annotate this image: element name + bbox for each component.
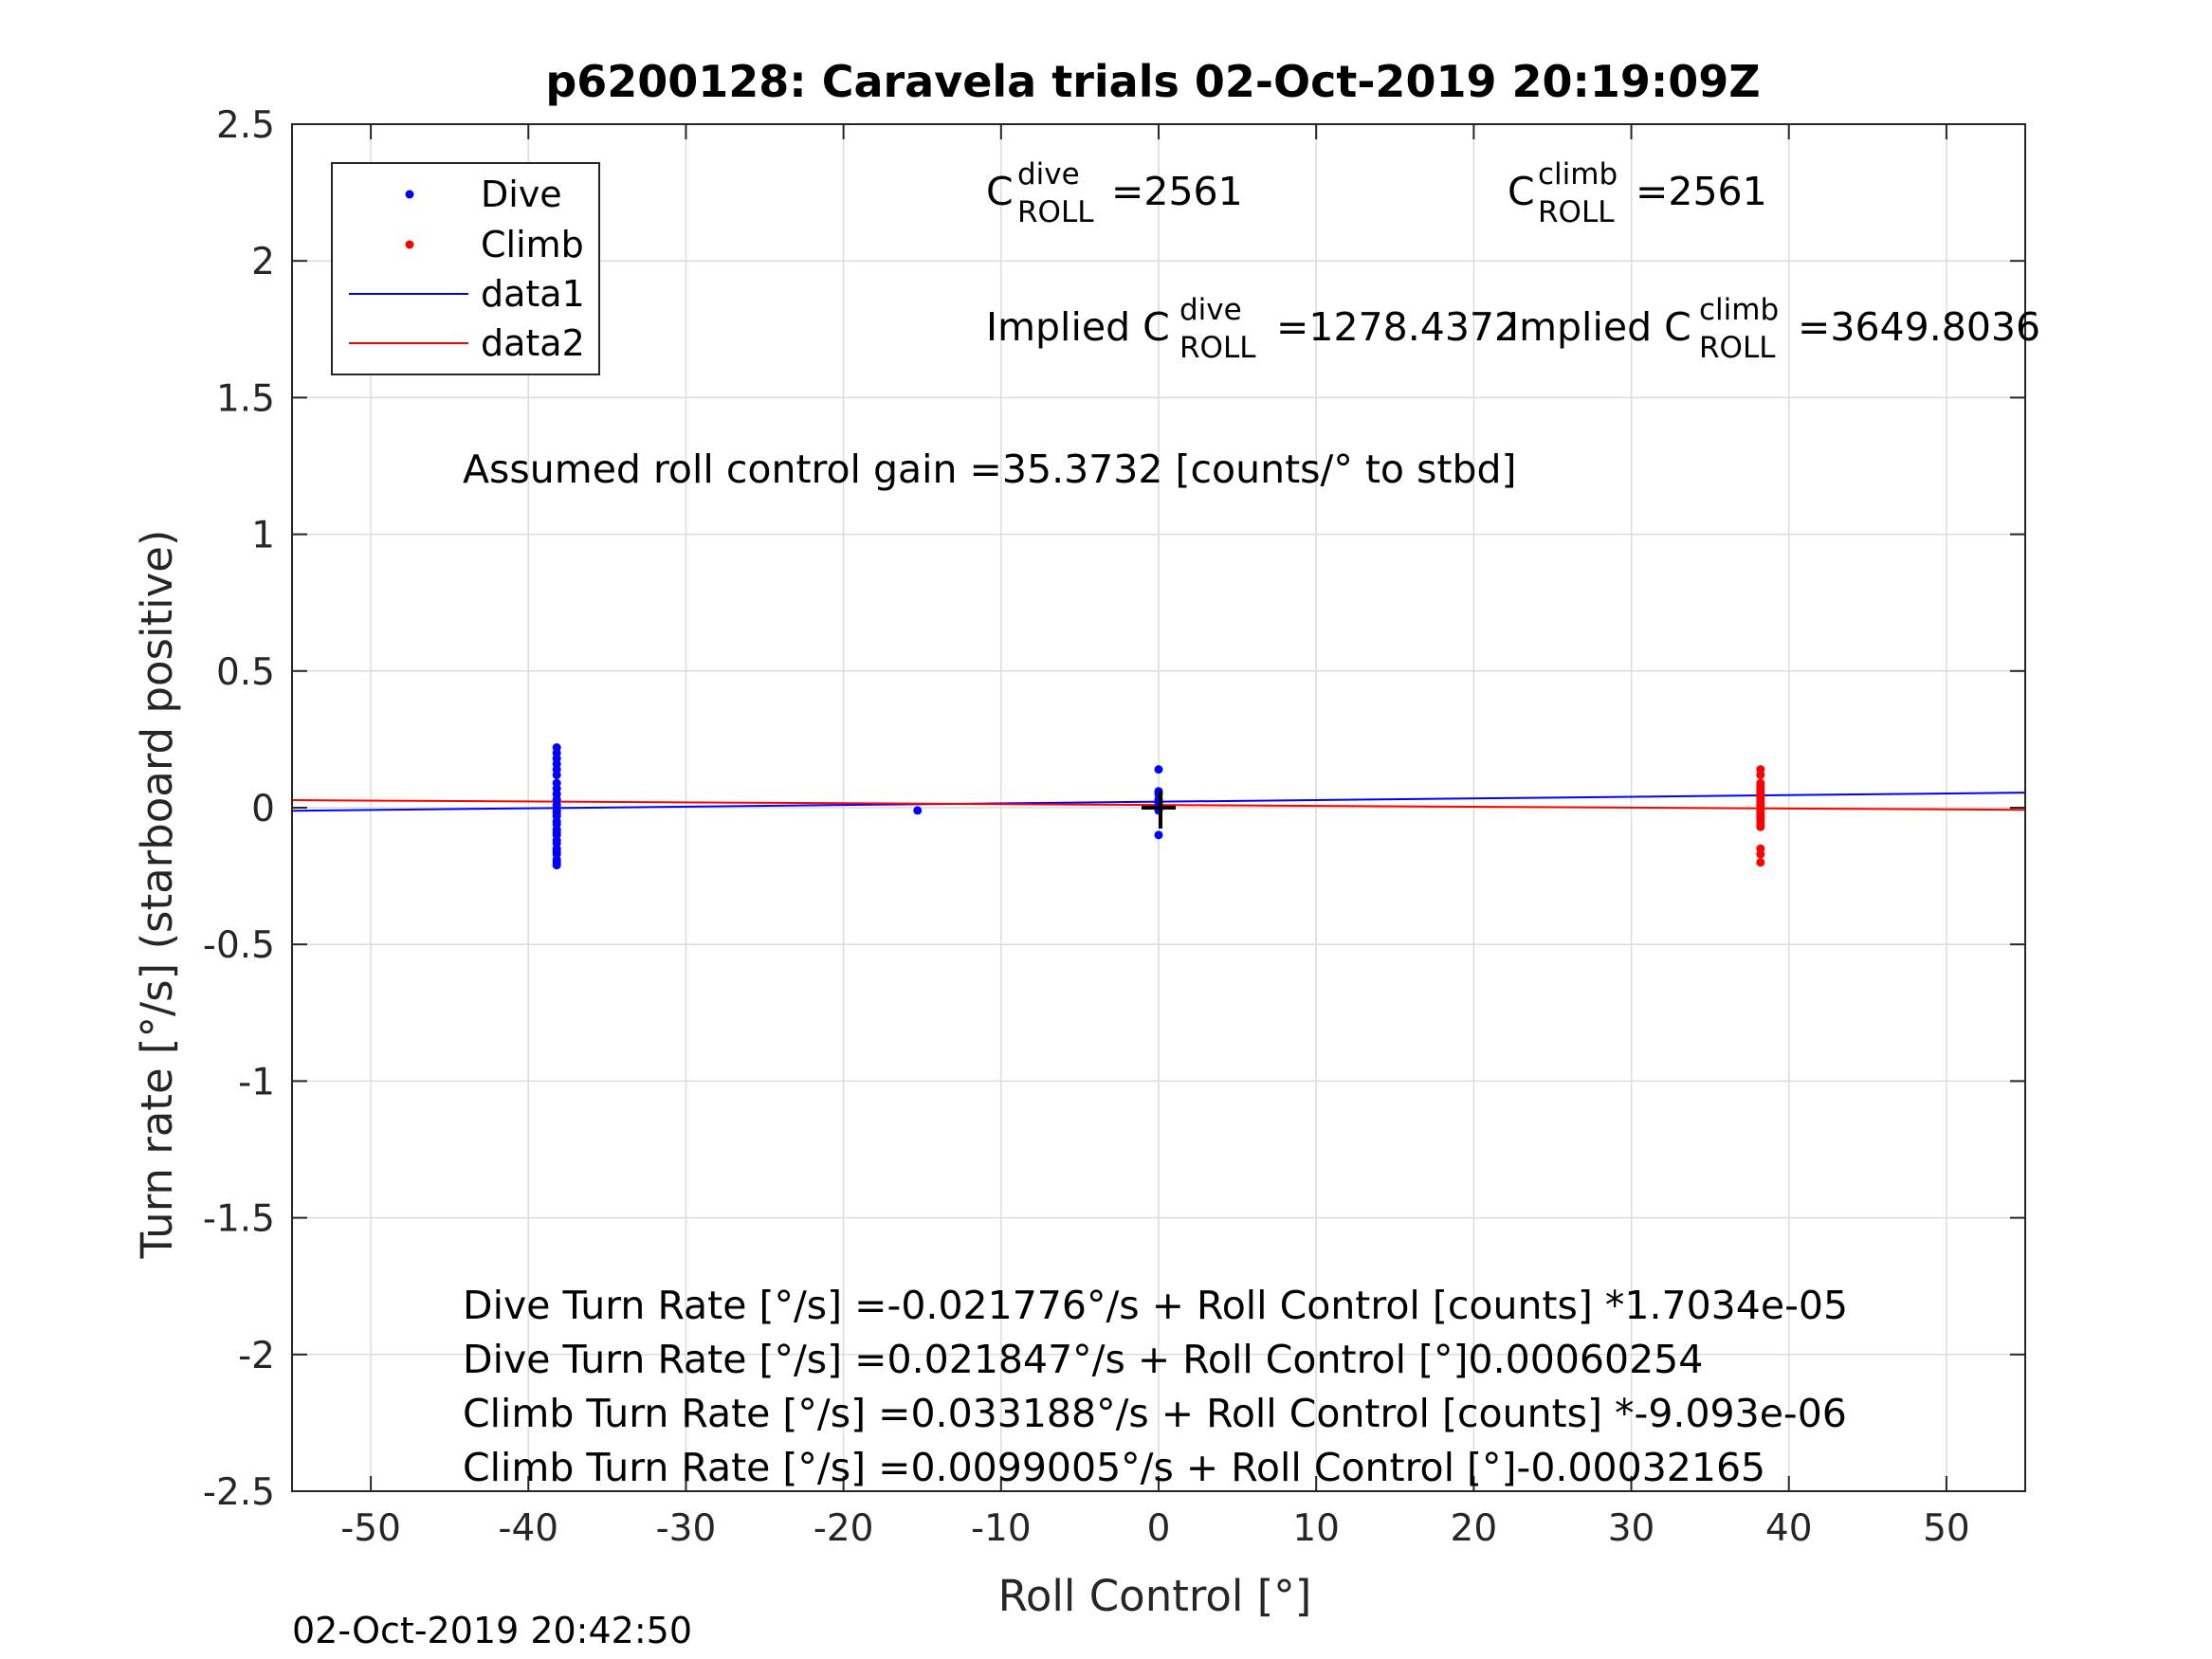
implied-dive-base: Implied C [986, 304, 1170, 350]
y-tick-label: 0.5 [216, 651, 275, 694]
y-tick-label: -2 [238, 1335, 275, 1377]
point-climb [1756, 770, 1765, 779]
c-roll-dive-annotation: C dive ROLL =2561 [986, 157, 1243, 229]
implied-climb-sup: climb [1699, 293, 1779, 327]
c-roll-climb-sup: climb [1538, 157, 1618, 191]
chart-title: p6200128: Caravela trials 02-Oct-2019 20… [545, 56, 1760, 107]
x-tick-label: -40 [498, 1507, 558, 1550]
y-tick-label: 0 [251, 788, 275, 830]
fit-equation: Dive Turn Rate [°/s] =0.021847°/s + Roll… [463, 1337, 1703, 1382]
c-roll-dive-base: C [986, 169, 1014, 214]
legend-label-data1: data1 [481, 273, 585, 315]
y-tick-label: 1 [251, 515, 275, 557]
y-axis-label: Turn rate [°/s] (starboard positive) [132, 530, 182, 1260]
fit-equation: Dive Turn Rate [°/s] =-0.021776°/s + Rol… [463, 1283, 1848, 1328]
x-tick-label: -30 [656, 1507, 717, 1550]
legend-marker-dive [405, 190, 414, 199]
point-dive [913, 806, 923, 815]
implied-dive-annotation: Implied C dive ROLL =1278.4372 [986, 293, 1519, 365]
c-roll-dive-sup: dive [1017, 157, 1080, 191]
y-tick-label: -1.5 [203, 1198, 275, 1241]
x-axis-label: Roll Control [°] [998, 1571, 1312, 1621]
x-tick-label: -10 [971, 1507, 1032, 1550]
implied-dive-value: =1278.4372 [1276, 304, 1519, 350]
timestamp: 02-Oct-2019 20:42:50 [292, 1610, 692, 1651]
point-climb [1756, 822, 1765, 831]
implied-dive-sub: ROLL [1179, 331, 1256, 365]
x-tick-label: 0 [1147, 1507, 1171, 1550]
legend-label-data2: data2 [481, 322, 585, 364]
implied-climb-value: =3649.8036 [1798, 304, 2040, 350]
point-climb [1756, 849, 1765, 859]
y-tick-label: -1 [238, 1061, 275, 1103]
fit-equation: Climb Turn Rate [°/s] =0.0099005°/s + Ro… [463, 1445, 1765, 1490]
fit-equations: Dive Turn Rate [°/s] =-0.021776°/s + Rol… [463, 1283, 1848, 1490]
c-roll-climb-base: C [1508, 169, 1535, 214]
y-tick-label: 1.5 [216, 377, 275, 420]
point-dive [1154, 830, 1163, 840]
implied-climb-sub: ROLL [1699, 331, 1776, 365]
y-tick-label: 2.5 [216, 104, 275, 147]
x-tick-label: 10 [1292, 1507, 1340, 1550]
x-tick-label: 20 [1451, 1507, 1498, 1550]
implied-climb-annotation: Implied C climb ROLL =3649.8036 [1508, 293, 2040, 365]
point-dive [552, 861, 561, 870]
point-dive [1154, 765, 1163, 775]
implied-climb-base: Implied C [1508, 304, 1691, 350]
x-tick-label: 30 [1608, 1507, 1655, 1550]
x-tick-label: 40 [1765, 1507, 1813, 1550]
point-dive [552, 770, 561, 779]
implied-dive-sup: dive [1179, 293, 1242, 327]
legend-label-climb: Climb [481, 224, 584, 265]
legend-box [331, 162, 600, 375]
c-roll-dive-value: =2561 [1111, 169, 1243, 214]
x-tick-label: -50 [340, 1507, 401, 1550]
axis-ticks: -50 -40 -30 -20 -10 0 10 20 30 40 50-2.5-2-1.5-1-0… [203, 104, 2025, 1550]
c-roll-climb-annotation: C climb ROLL =2561 [1508, 157, 1767, 229]
fit-equation: Climb Turn Rate [°/s] =0.033188°/s + Rol… [463, 1391, 1847, 1436]
c-roll-dive-sub: ROLL [1017, 195, 1094, 229]
point-climb [1756, 858, 1765, 867]
y-tick-label: 2 [251, 241, 275, 283]
y-tick-label: -0.5 [203, 924, 275, 967]
y-tick-label: -2.5 [203, 1471, 275, 1514]
origin-marker [1142, 791, 1176, 829]
c-roll-climb-value: =2561 [1636, 169, 1767, 214]
legend: Dive Climb data1 data2 [331, 162, 600, 375]
legend-label-dive: Dive [481, 173, 562, 215]
legend-marker-climb [405, 240, 414, 249]
c-roll-climb-sub: ROLL [1538, 195, 1615, 229]
x-tick-label: 50 [1923, 1507, 1970, 1550]
x-tick-label: -20 [814, 1507, 874, 1550]
gain-annotation: Assumed roll control gain =35.3732 [coun… [463, 447, 1517, 492]
